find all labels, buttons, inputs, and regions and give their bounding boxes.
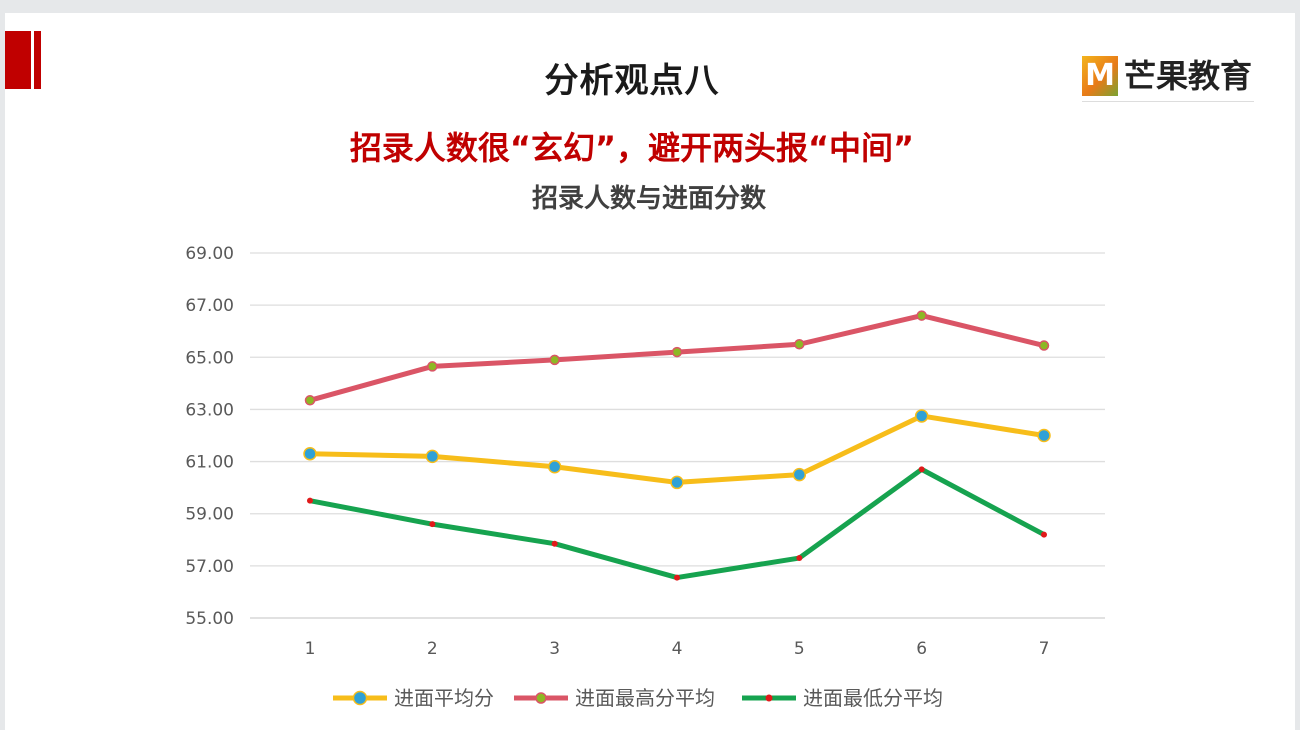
series-line	[307, 313, 1047, 403]
y-tick-label: 59.00	[185, 505, 234, 525]
legend-label: 进面最低分平均	[803, 686, 943, 710]
data-point	[1037, 428, 1051, 443]
x-tick-label: 2	[427, 639, 438, 659]
data-point	[674, 574, 680, 581]
chart-legend: 进面平均分 进面最高分平均 进面最低分平均	[333, 686, 943, 710]
y-tick-label: 63.00	[185, 400, 234, 420]
data-point	[670, 475, 684, 490]
data-point	[429, 521, 436, 528]
y-axis-tick-labels: 55.00 57.00 59.00 61.00 63.00 65.00 67.00 69.00	[185, 244, 234, 629]
data-point	[551, 540, 558, 547]
legend-marker	[765, 694, 773, 702]
x-tick-label: 7	[1039, 639, 1050, 659]
chart-gridlines	[250, 252, 1105, 619]
x-tick-label: 6	[916, 639, 927, 659]
x-tick-label: 3	[549, 639, 560, 659]
y-tick-label: 55.00	[185, 609, 234, 629]
slide-title: 分析观点八	[544, 61, 720, 101]
logo-mark-icon: M	[1082, 56, 1118, 96]
logo-underline	[1082, 101, 1254, 102]
chart-title: 招录人数与进面分数	[532, 184, 767, 214]
x-tick-label: 5	[794, 639, 805, 659]
y-tick-label: 69.00	[185, 244, 234, 264]
data-point	[1038, 340, 1050, 351]
data-point	[427, 361, 438, 372]
legend-marker	[535, 692, 547, 704]
data-point	[918, 466, 925, 473]
x-tick-label: 1	[305, 639, 316, 659]
data-point	[304, 395, 316, 406]
data-point	[303, 447, 317, 461]
data-point	[671, 346, 683, 358]
y-tick-label: 61.00	[185, 453, 234, 473]
series-lines	[303, 310, 1051, 581]
legend-label: 进面最高分平均	[575, 686, 715, 710]
x-axis-tick-labels: 1 2 3 4 5 6 7	[305, 639, 1050, 659]
series-line	[307, 413, 1047, 485]
data-point	[549, 354, 560, 366]
logo-text: 芒果教育	[1124, 57, 1253, 95]
data-point	[1041, 531, 1047, 538]
data-point	[547, 460, 562, 474]
data-point	[307, 497, 313, 504]
legend-marker	[352, 690, 368, 706]
x-tick-label: 4	[672, 639, 683, 659]
y-tick-label: 65.00	[185, 348, 234, 368]
data-point	[916, 310, 927, 321]
accent-bar-wide	[5, 31, 31, 89]
y-tick-label: 67.00	[185, 296, 234, 316]
data-point	[796, 555, 803, 562]
accent-bar-narrow	[34, 31, 41, 89]
slide: 分析观点八 招录人数很“玄幻”，避开两头报“中间” M 芒果教育	[5, 13, 1295, 730]
data-point	[425, 449, 440, 464]
data-point	[792, 467, 807, 482]
data-point	[794, 339, 805, 350]
slide-subtitle: 招录人数很“玄幻”，避开两头报“中间”	[349, 129, 915, 167]
y-tick-label: 57.00	[185, 557, 234, 577]
legend-label: 进面平均分	[394, 686, 494, 710]
data-point	[914, 409, 929, 423]
